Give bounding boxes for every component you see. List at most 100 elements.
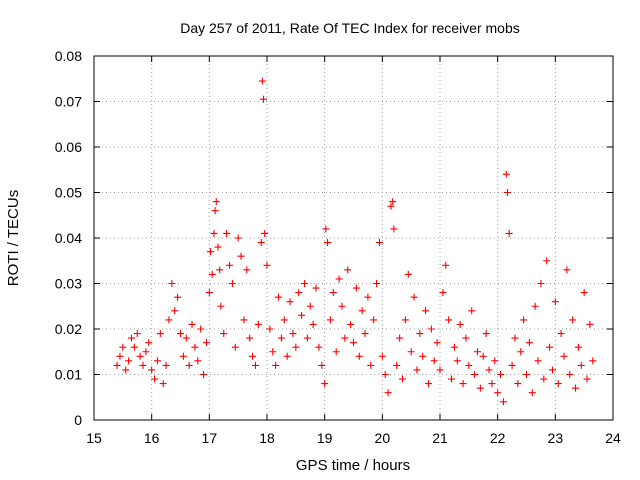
y-axis-label: ROTI / TECUs	[5, 190, 22, 286]
data-point	[136, 352, 144, 360]
data-point	[269, 348, 277, 356]
x-tick-label: 15	[86, 430, 102, 446]
data-point	[410, 293, 418, 301]
data-point	[476, 384, 484, 392]
data-point	[295, 289, 303, 297]
data-point	[491, 357, 499, 365]
data-point	[456, 320, 464, 328]
data-point	[488, 380, 496, 388]
data-point	[589, 357, 597, 365]
data-point	[202, 339, 210, 347]
data-point	[548, 366, 556, 374]
data-point	[237, 252, 245, 260]
data-point	[473, 348, 481, 356]
plot-frame	[93, 55, 614, 421]
data-point	[133, 330, 141, 338]
data-point	[471, 371, 479, 378]
data-point	[361, 330, 369, 338]
data-point	[479, 352, 487, 360]
data-point	[266, 325, 274, 333]
data-point	[318, 361, 326, 369]
data-point	[436, 366, 444, 374]
data-point	[205, 289, 213, 297]
x-tick-label: 21	[432, 430, 448, 446]
data-point	[563, 266, 571, 274]
data-point	[390, 225, 398, 233]
data-point	[324, 239, 332, 247]
data-point	[148, 366, 156, 374]
y-tick-label: 0.01	[55, 367, 82, 383]
data-point	[223, 229, 231, 237]
data-point	[442, 261, 450, 269]
data-point	[292, 343, 300, 351]
x-tick-label: 18	[259, 430, 275, 446]
data-point	[309, 320, 317, 328]
y-tick-label: 0.03	[55, 276, 82, 292]
data-point	[153, 357, 161, 365]
data-point	[283, 352, 291, 360]
data-point	[168, 280, 176, 287]
data-point	[557, 330, 565, 338]
x-tick-label: 20	[375, 430, 391, 446]
data-point	[177, 330, 184, 338]
data-point	[226, 261, 234, 269]
data-point	[528, 389, 536, 397]
data-point	[234, 234, 242, 242]
data-point	[583, 375, 591, 383]
data-point	[277, 334, 285, 342]
data-point	[413, 366, 421, 374]
data-point	[254, 320, 262, 328]
data-point	[185, 361, 193, 369]
data-point	[505, 229, 513, 237]
data-point	[387, 202, 395, 210]
data-point	[257, 239, 265, 247]
data-point	[511, 334, 519, 342]
data-point	[355, 352, 363, 360]
data-point	[407, 348, 415, 356]
x-tick-label: 19	[317, 430, 333, 446]
data-point	[145, 339, 153, 347]
data-point	[240, 316, 248, 324]
data-point	[422, 307, 430, 315]
data-point	[280, 316, 288, 324]
data-point	[543, 257, 551, 265]
data-point	[289, 330, 297, 338]
x-axis-label: GPS time / hours	[296, 457, 410, 474]
data-point	[551, 298, 559, 306]
data-point	[450, 343, 458, 351]
data-point	[514, 380, 522, 388]
data-point	[453, 357, 461, 365]
data-point	[508, 361, 516, 369]
data-point	[378, 352, 386, 360]
data-point	[347, 320, 355, 328]
data-point	[448, 375, 456, 383]
data-point	[439, 289, 447, 297]
y-tick-label: 0.07	[55, 94, 82, 110]
grid-lines	[94, 56, 613, 420]
data-point	[419, 352, 427, 360]
data-point	[249, 352, 257, 360]
y-tick-label: 0.08	[55, 48, 82, 64]
data-point	[194, 357, 202, 365]
data-point	[459, 380, 467, 388]
data-point	[540, 375, 548, 383]
data-point	[350, 339, 357, 347]
data-point	[171, 307, 179, 315]
data-point	[306, 302, 314, 310]
data-point	[574, 343, 582, 351]
data-point	[156, 330, 164, 338]
data-point	[216, 266, 224, 274]
data-point	[525, 339, 533, 347]
data-point	[572, 384, 580, 392]
data-point	[373, 280, 381, 287]
data-point	[381, 371, 389, 378]
data-point	[312, 284, 320, 292]
data-point	[396, 334, 404, 342]
data-point	[537, 280, 545, 287]
data-point	[130, 343, 138, 351]
data-point	[243, 266, 251, 274]
data-point	[445, 316, 453, 324]
data-point	[389, 198, 397, 206]
data-point	[188, 320, 196, 328]
